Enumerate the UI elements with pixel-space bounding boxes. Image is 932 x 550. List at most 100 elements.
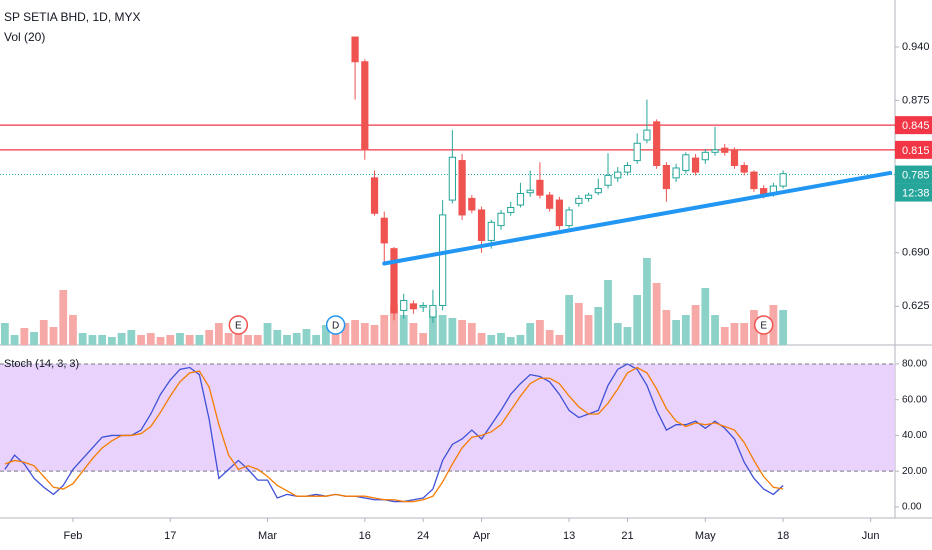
candle-body xyxy=(439,214,447,306)
volume-bar xyxy=(594,307,603,345)
volume-bar xyxy=(370,325,379,345)
volume-bar xyxy=(506,337,515,345)
volume-bar xyxy=(497,333,505,345)
volume-bar xyxy=(516,335,525,345)
candle-body xyxy=(653,121,661,167)
volume-bar xyxy=(360,323,369,345)
candle-body xyxy=(370,177,379,214)
candle-body xyxy=(546,194,554,209)
volume-bar xyxy=(10,335,19,345)
volume-bar xyxy=(467,323,476,345)
volume-bar xyxy=(750,310,758,345)
volume-bar xyxy=(322,325,330,345)
candle-body xyxy=(565,209,573,227)
volume-bar xyxy=(429,310,437,345)
volume-bar xyxy=(39,320,48,345)
candle-body xyxy=(487,221,495,241)
candle-body xyxy=(351,36,359,63)
candle-body xyxy=(507,206,515,213)
volume-bar xyxy=(69,315,77,345)
volume-bar xyxy=(302,329,311,345)
candle-body xyxy=(400,300,408,311)
volume-bar xyxy=(98,335,107,345)
volume-bar xyxy=(117,333,126,345)
volume-bar xyxy=(613,323,622,345)
stoch-band xyxy=(0,363,895,472)
volume-bar xyxy=(740,323,749,345)
y-tick-label: 0.940 xyxy=(902,41,930,53)
volume-bar xyxy=(779,310,788,345)
volume-bar xyxy=(30,332,38,345)
event-marker xyxy=(325,315,346,335)
price-tag-label: 0.785 xyxy=(902,169,930,181)
volume-bar xyxy=(59,290,68,345)
candle-body xyxy=(750,171,758,190)
stoch-title: Stoch (14, 3, 3) xyxy=(4,358,79,370)
candle-body xyxy=(711,149,719,153)
candle-body xyxy=(526,189,534,194)
volume-bar xyxy=(0,323,9,345)
candle-body xyxy=(536,179,544,196)
candle-body xyxy=(390,248,398,314)
candle-body xyxy=(555,199,563,227)
candle-body xyxy=(682,154,690,171)
candle-body xyxy=(779,173,787,187)
volume-bar xyxy=(195,335,204,345)
x-tick-label: Jun xyxy=(862,530,880,542)
x-tick-label: 16 xyxy=(359,530,371,542)
volume-bar xyxy=(438,315,447,345)
volume-bar xyxy=(166,335,175,345)
price-tag xyxy=(895,165,932,184)
volume-bar xyxy=(720,327,729,345)
y-tick-label: 0.00 xyxy=(902,502,922,513)
candle-body xyxy=(419,304,427,308)
candle-body xyxy=(643,129,651,141)
x-tick-label: May xyxy=(695,530,716,542)
volume-bar xyxy=(477,333,486,345)
volume-bar xyxy=(730,323,739,345)
x-tick-label: 17 xyxy=(164,530,176,542)
y-tick-label: 0.875 xyxy=(902,94,930,106)
volume-bar xyxy=(380,315,389,345)
stoch-line xyxy=(4,366,784,503)
volume-bar xyxy=(331,330,340,345)
volume-bar xyxy=(555,335,564,345)
candle-body xyxy=(361,61,369,151)
volume-bar xyxy=(681,315,690,345)
volume-bar xyxy=(701,288,710,345)
volume-bar xyxy=(623,327,632,345)
volume-bar xyxy=(214,323,223,345)
volume-bar xyxy=(78,333,87,345)
x-tick-label: 13 xyxy=(563,530,575,542)
volume-bar xyxy=(88,335,97,345)
volume-bar xyxy=(273,330,282,345)
volume-bar xyxy=(205,330,214,345)
volume-bar xyxy=(253,335,262,345)
volume-bar xyxy=(292,333,301,345)
volume-bar xyxy=(224,333,233,345)
volume-bar xyxy=(176,333,184,345)
x-tick-label: Feb xyxy=(63,530,82,542)
volume-bar xyxy=(448,318,457,345)
volume-bar xyxy=(604,280,612,345)
candle-body xyxy=(448,156,456,201)
volume-bar xyxy=(185,335,194,345)
price-tag xyxy=(895,116,932,135)
event-marker xyxy=(753,315,774,335)
volume-bar xyxy=(643,258,651,345)
event-marker xyxy=(228,315,249,335)
candle-body xyxy=(429,304,437,318)
volume-bar xyxy=(49,327,58,345)
event-label: E xyxy=(760,321,767,332)
x-tick-label: 24 xyxy=(417,530,429,542)
candle-body xyxy=(497,212,505,227)
volume-bar xyxy=(263,323,272,345)
candle-body xyxy=(516,192,525,206)
x-tick-label: Mar xyxy=(258,530,277,542)
volume-label: Vol (20) xyxy=(4,30,45,44)
candle-body xyxy=(721,147,729,153)
x-tick-label: 21 xyxy=(621,530,633,542)
event-label: D xyxy=(332,321,339,332)
y-tick-label: 20.00 xyxy=(902,466,927,477)
